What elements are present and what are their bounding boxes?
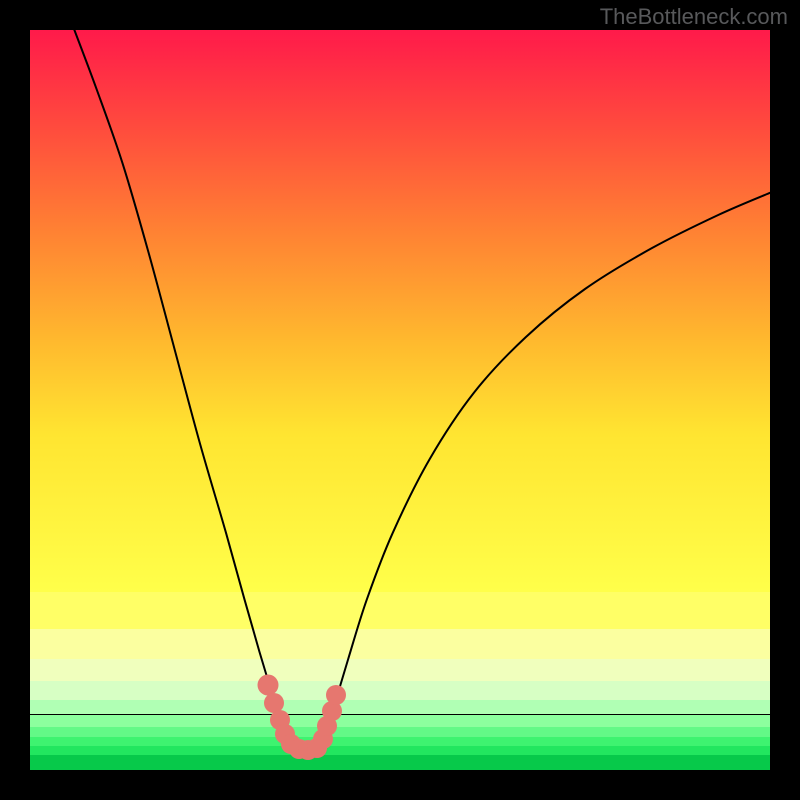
marker-layer	[30, 30, 770, 770]
watermark-text: TheBottleneck.com	[600, 4, 788, 30]
bottleneck-marker	[326, 685, 346, 705]
bottleneck-marker	[258, 674, 279, 695]
plot-frame	[30, 30, 770, 770]
